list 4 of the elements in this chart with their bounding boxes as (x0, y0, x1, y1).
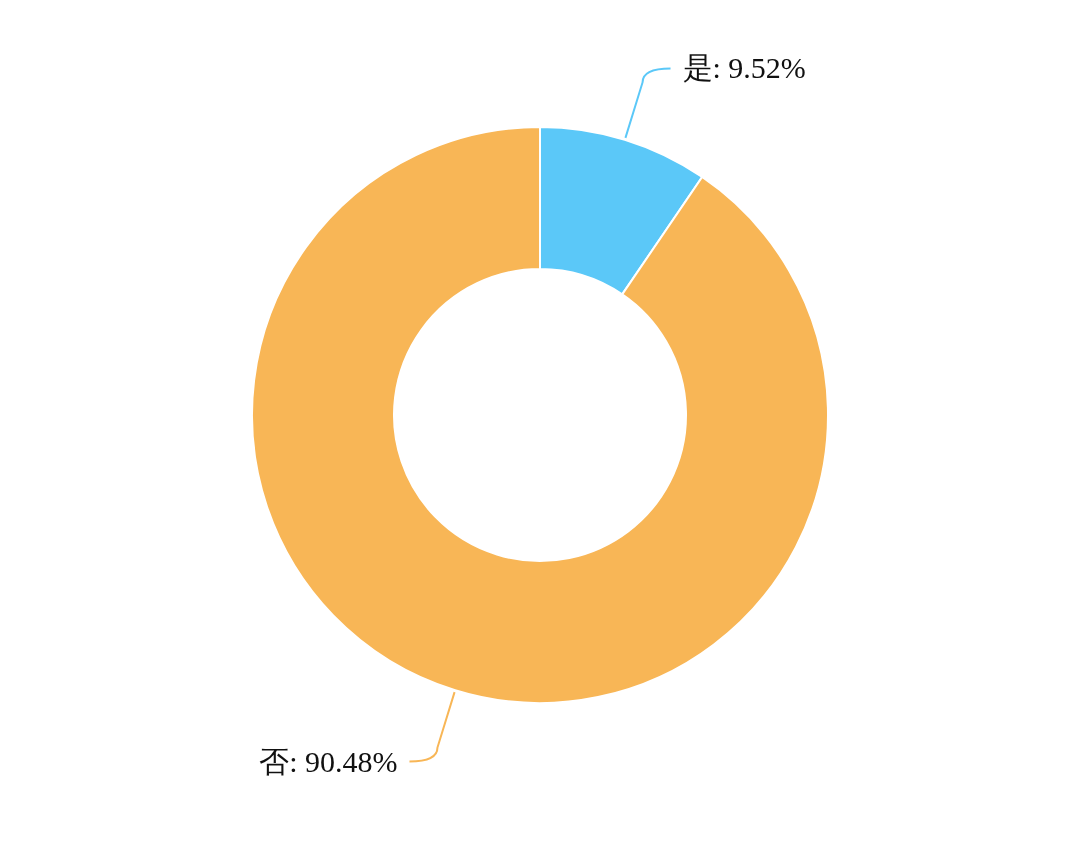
data-label: : 9.52% (712, 51, 806, 85)
slice-label: 是 (682, 51, 713, 85)
slice-label: 否 (259, 744, 290, 778)
data-label: : 90.48% (289, 744, 398, 778)
